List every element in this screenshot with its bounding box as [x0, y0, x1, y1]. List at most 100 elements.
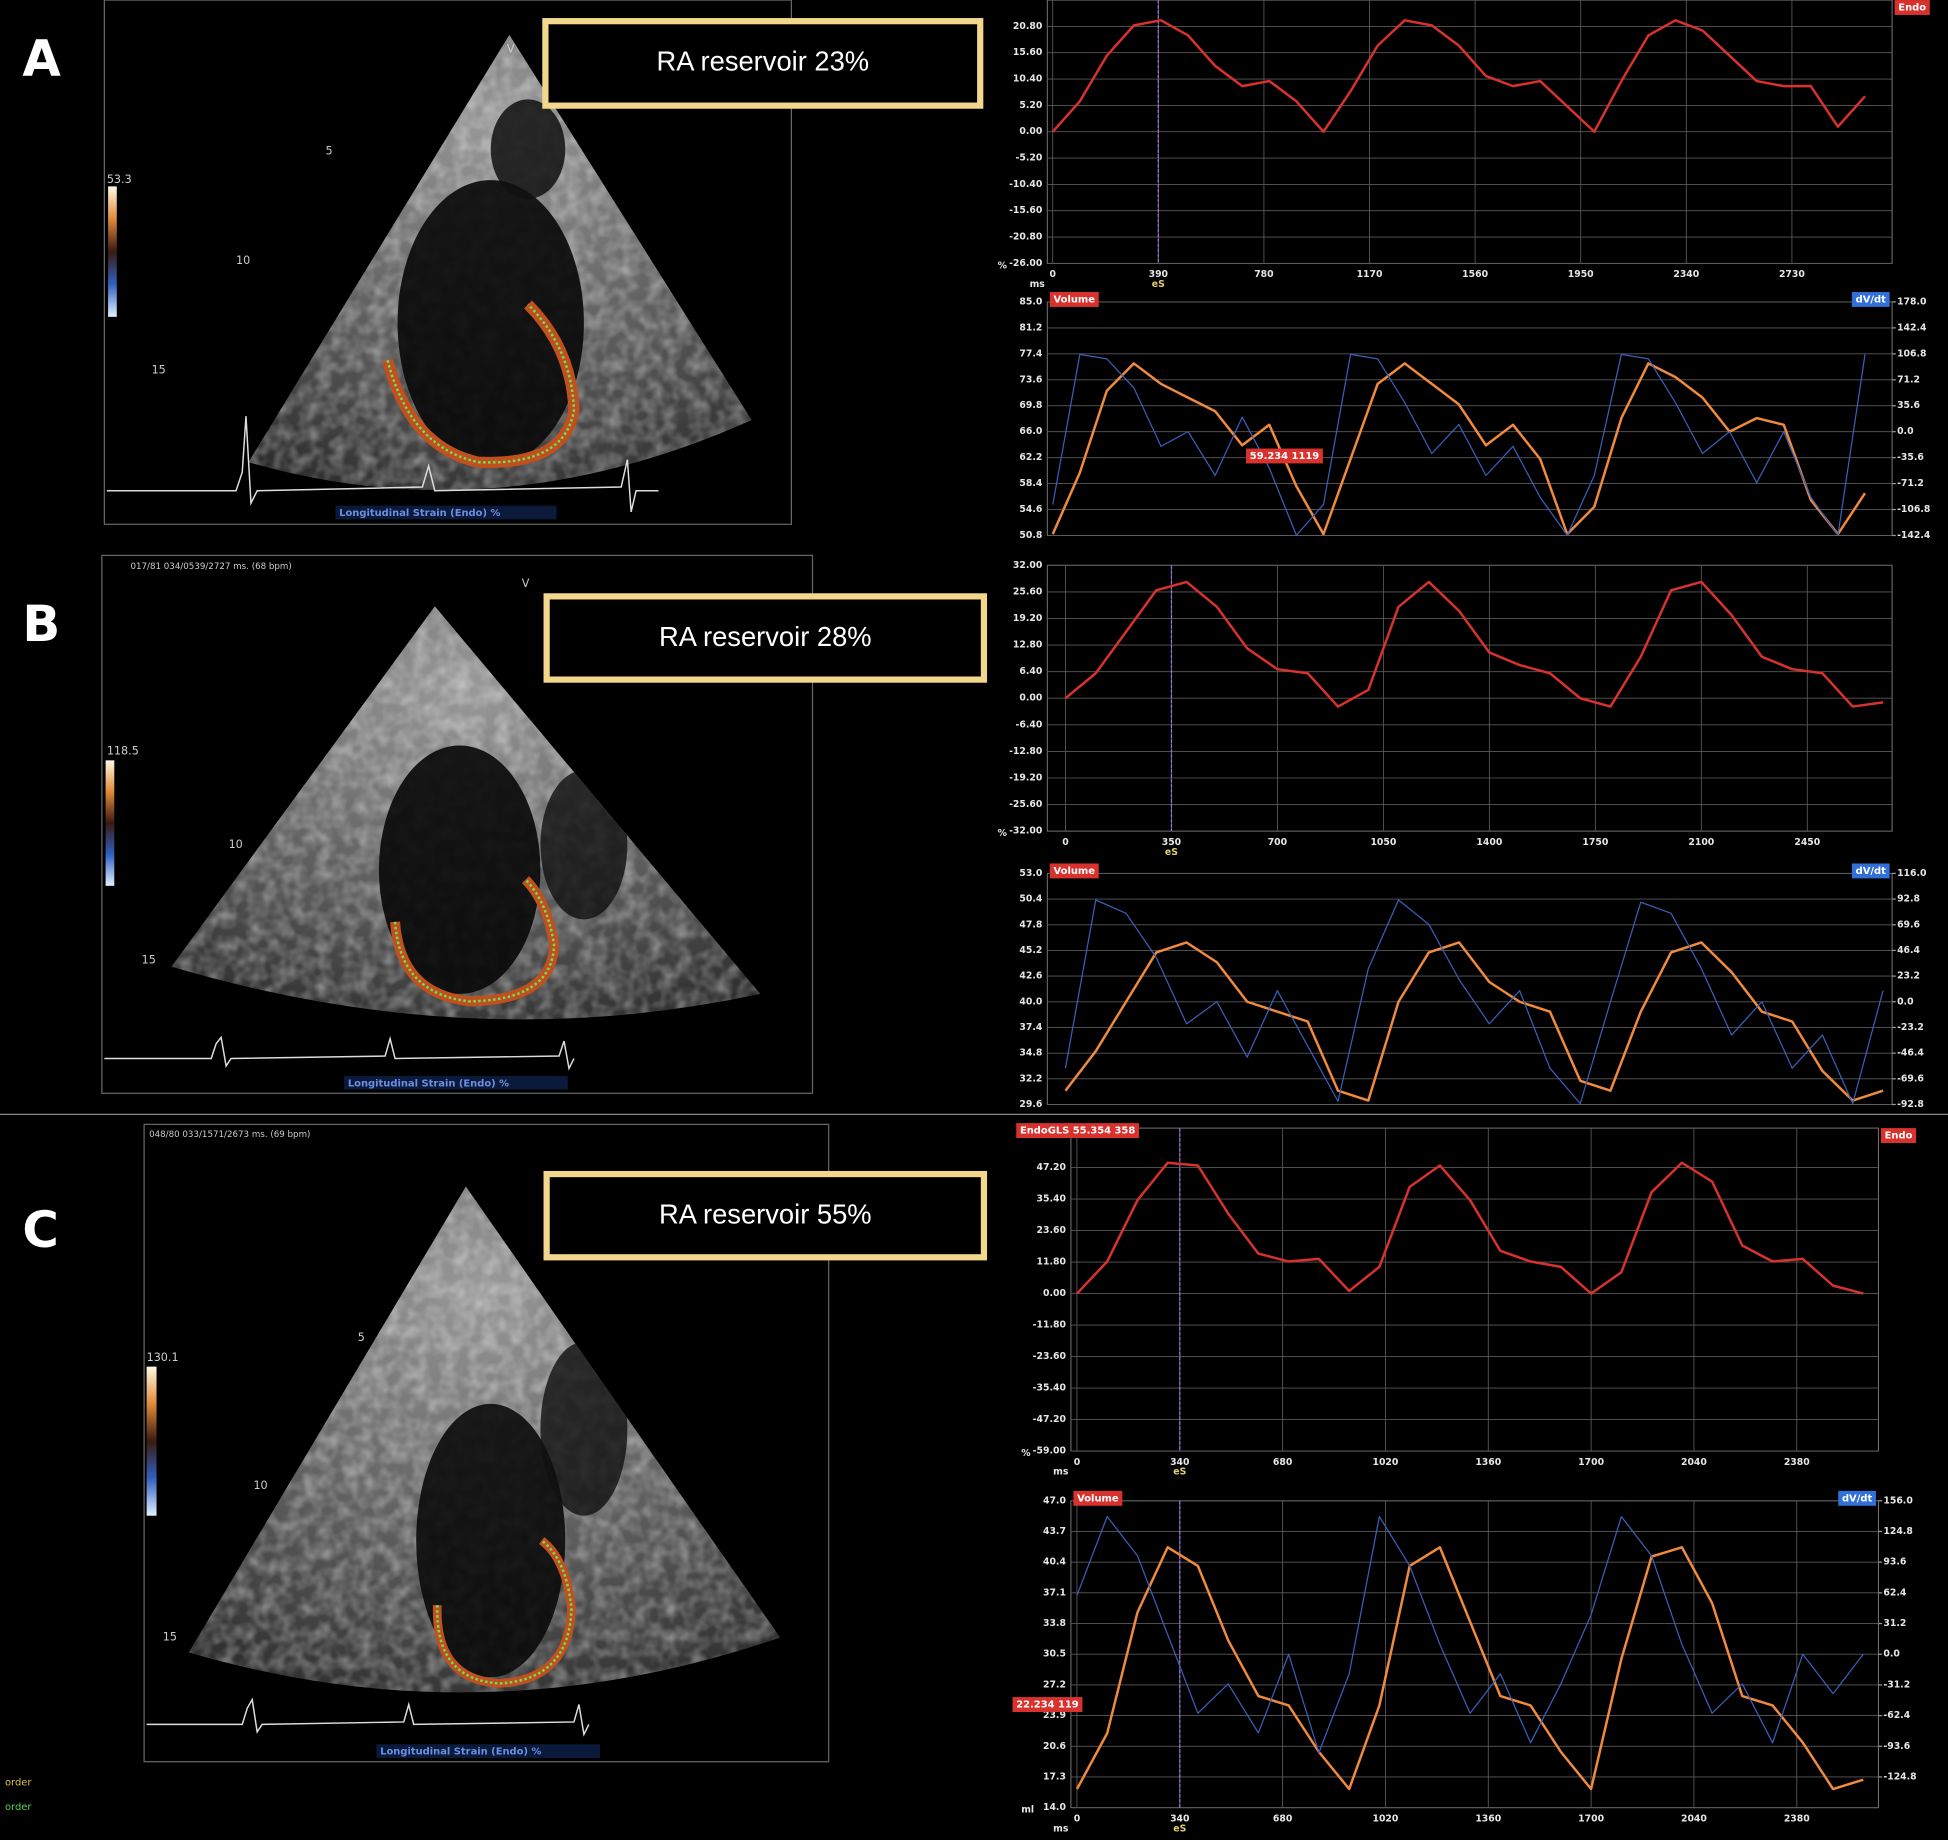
y2-tick-label: -71.2 [1897, 478, 1924, 489]
series-line [1075, 1546, 1864, 1791]
y-tick-label: 40.4 [1043, 1557, 1066, 1568]
y-tick-label: 19.20 [1013, 613, 1043, 624]
y-tick-label: -47.20 [1033, 1414, 1067, 1425]
x-tick-label: 700 [1268, 837, 1288, 848]
y-tick-label: -59.00 [1033, 1446, 1067, 1457]
y2-tick-label: 0.0 [1897, 426, 1914, 437]
y-tick-label: -6.40 [1016, 719, 1043, 730]
y-tick-label: 0.00 [1019, 693, 1042, 704]
cavity [490, 99, 566, 199]
tag: Volume [1049, 291, 1099, 307]
y-tick-label: 40.0 [1019, 996, 1042, 1007]
depth: 10 [236, 254, 250, 267]
depth: 15 [152, 363, 166, 376]
y-tick-label: 37.1 [1043, 1587, 1066, 1598]
tag-text: dV/dt [1842, 1493, 1873, 1504]
x-tick-label: 2730 [1779, 269, 1805, 280]
y2-tick-label: -23.2 [1897, 1022, 1924, 1033]
caption-bg [344, 1075, 568, 1090]
y2-tick-label: 46.4 [1897, 945, 1920, 956]
y-tick-label: 47.8 [1019, 919, 1042, 930]
y-tick-label: 43.7 [1043, 1526, 1066, 1537]
cavity [378, 745, 541, 994]
ecg-trace [106, 416, 659, 513]
x-tick-label: 2450 [1794, 837, 1820, 848]
x-tick-label: 0 [1074, 1457, 1081, 1468]
tag-text: dV/dt [1856, 294, 1887, 305]
tag: 22.234 119 [1012, 1697, 1083, 1712]
side-label: order [5, 1777, 32, 1788]
reservoir-value: RA reservoir 28% [659, 621, 872, 652]
caption-bg [376, 1744, 601, 1758]
y2-tick-label: 69.6 [1897, 919, 1920, 930]
side-label: order [5, 1802, 32, 1813]
x-tick-label: 2340 [1673, 269, 1699, 280]
plot-area [1046, 872, 1893, 1105]
panel-label: B [22, 595, 60, 653]
y-tick-label: 6.40 [1019, 666, 1042, 677]
y-tick-label: -5.20 [1016, 153, 1043, 164]
tag-bg [1073, 1490, 1123, 1506]
series-line [1064, 580, 1884, 708]
y-tick-label: 17.3 [1043, 1771, 1066, 1782]
event-label: eS [1165, 847, 1178, 858]
y2-tick-label: -62.4 [1883, 1710, 1910, 1721]
caption-bg [335, 505, 557, 520]
tag-text: Volume [1054, 866, 1096, 877]
y-tick-label: 34.8 [1019, 1048, 1042, 1059]
color-bar [146, 1366, 157, 1516]
y2-tick-label: 0.0 [1883, 1649, 1900, 1660]
plot-area [1070, 1127, 1879, 1452]
series-line [1064, 941, 1884, 1102]
x-axis-label: ms [1053, 1467, 1069, 1478]
x-tick-label: 390 [1149, 269, 1169, 280]
y-tick-label: -10.40 [1009, 179, 1043, 190]
y2-tick-label: -31.2 [1883, 1679, 1910, 1690]
tag-bg [1851, 291, 1890, 307]
y-tick-label: 23.60 [1037, 1225, 1067, 1236]
scale-max: 118.5 [107, 745, 139, 758]
reservoir-box [543, 593, 988, 683]
y-tick-label: 66.0 [1019, 426, 1042, 437]
y-axis-label: % [1021, 1448, 1031, 1459]
y2-tick-label: 35.6 [1897, 400, 1920, 411]
y-tick-label: 58.4 [1019, 478, 1042, 489]
depth: 5 [325, 145, 332, 158]
y-tick-label: 77.4 [1019, 348, 1042, 359]
x-tick-label: 1560 [1462, 269, 1488, 280]
y-tick-label: 53.0 [1019, 868, 1042, 879]
series-line [1076, 1515, 1864, 1754]
color-bar [105, 760, 115, 886]
y2-tick-label: -124.8 [1883, 1771, 1916, 1782]
y-tick-label: 54.6 [1019, 504, 1042, 515]
x-tick-label: 2380 [1784, 1813, 1810, 1824]
y-axis-label: % [998, 260, 1008, 271]
y-tick-label: 20.80 [1013, 21, 1043, 32]
y2-tick-label: -93.6 [1883, 1741, 1910, 1752]
y-tick-label: 73.6 [1019, 374, 1042, 385]
tag-text: 59.234 1119 [1250, 451, 1319, 462]
y-tick-label: 29.6 [1019, 1099, 1042, 1110]
x-tick-label: 340 [1170, 1813, 1190, 1824]
x-tick-label: 1750 [1582, 837, 1608, 848]
y-axis-label: % [998, 828, 1008, 839]
x-tick-label: 2040 [1681, 1457, 1707, 1468]
y2-tick-label: -35.6 [1897, 452, 1924, 463]
x-tick-label: 2040 [1681, 1813, 1707, 1824]
tag: 59.234 1119 [1246, 448, 1323, 464]
series-line [1051, 19, 1866, 133]
y2-tick-label: -106.8 [1897, 504, 1930, 515]
y-tick-label: 85.0 [1019, 296, 1042, 307]
y2-tick-label: 71.2 [1897, 374, 1920, 385]
series-line [1052, 353, 1866, 536]
tag: Volume [1073, 1490, 1123, 1506]
y-tick-label: 35.40 [1037, 1194, 1067, 1205]
cavity [397, 180, 584, 466]
y2-tick-label: -46.4 [1897, 1048, 1924, 1059]
depth: 15 [163, 1630, 177, 1643]
event-label: eS [1152, 279, 1165, 290]
y-tick-label: -26.00 [1009, 258, 1043, 269]
y-tick-label: 37.4 [1019, 1022, 1042, 1033]
